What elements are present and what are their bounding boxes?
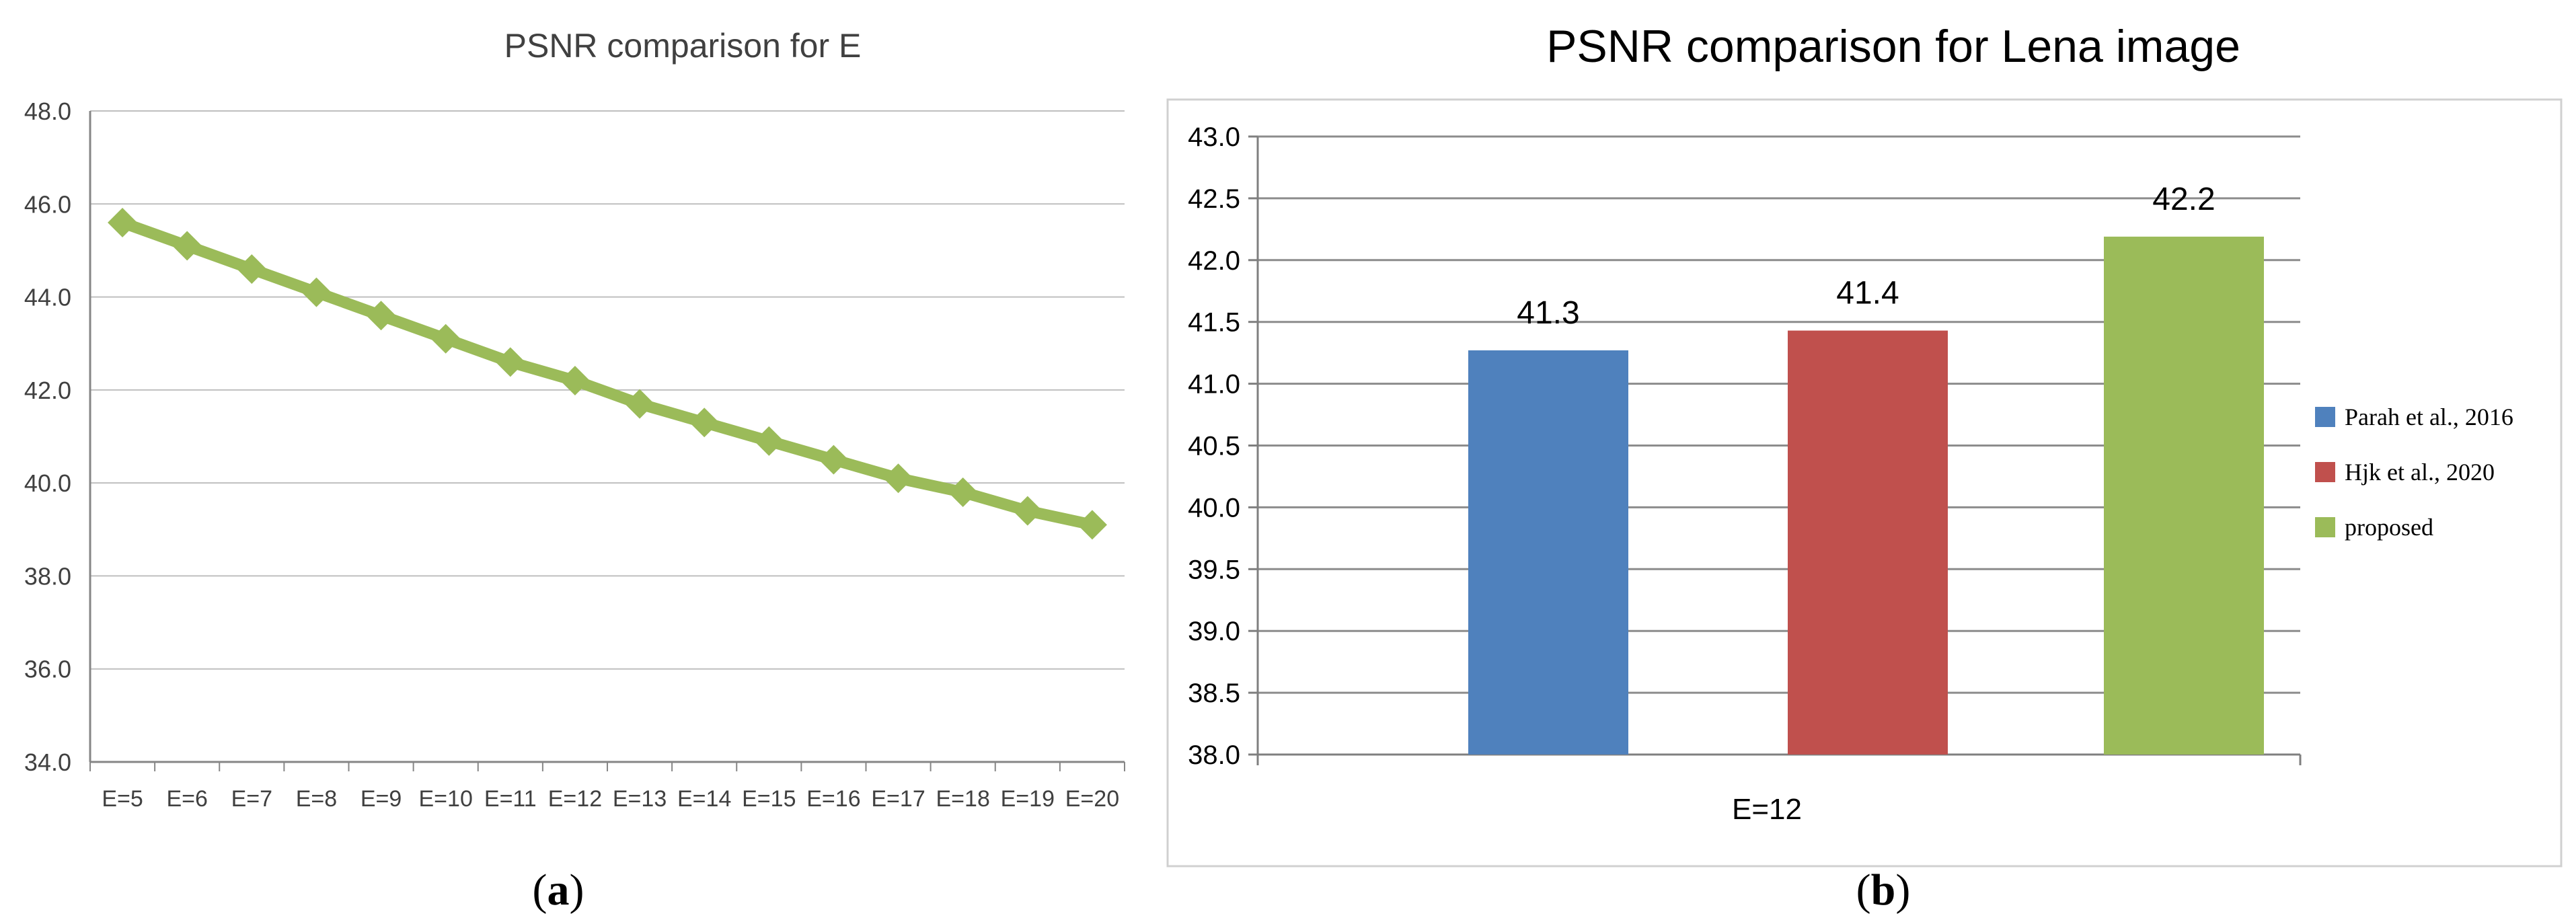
chart-a-x-tick-label: E=19 xyxy=(1001,786,1055,812)
chart-a-data-point xyxy=(301,277,332,307)
chart-b-y-tick-label: 41.5 xyxy=(1188,308,1240,338)
chart-a-y-tick-label: 44.0 xyxy=(24,284,71,311)
chart-a-data-point xyxy=(1012,496,1043,526)
chart-a-data-point xyxy=(495,347,525,377)
chart-a-data-point xyxy=(754,426,784,456)
chart-b-y-tick-label: 43.0 xyxy=(1188,122,1240,152)
chart-b-bar xyxy=(2104,236,2264,755)
chart-a-data-point xyxy=(430,323,461,354)
chart-a-data-point xyxy=(366,301,396,331)
chart-a-x-tick-label: E=20 xyxy=(1065,786,1119,812)
chart-a-data-point xyxy=(560,366,590,396)
chart-a-data-point xyxy=(172,231,202,261)
chart-a-x-tick-label: E=6 xyxy=(166,786,207,812)
chart-a-x-tick-label: E=10 xyxy=(419,786,473,812)
chart-b-bars xyxy=(1468,236,2264,755)
chart-b-y-tick-label: 41.0 xyxy=(1188,370,1240,399)
chart-b-y-tick-labels: 38.0 38.5 39.0 39.5 40.0 40.5 41.0 41.5 42.0 42.5… xyxy=(1188,122,1240,770)
chart-b-caption: (b) xyxy=(1856,865,1911,915)
chart-a-x-tick-label: E=17 xyxy=(871,786,925,812)
chart-a-x-tick-label: E=14 xyxy=(677,786,731,812)
chart-b-legend-label: Hjk et al., 2020 xyxy=(2345,459,2495,486)
chart-b-x-category-label: E=12 xyxy=(1732,793,1802,826)
chart-a-data-point xyxy=(237,254,267,284)
chart-b-bar xyxy=(1468,350,1628,755)
chart-a-caption: (a) xyxy=(533,865,584,915)
chart-b-y-tick-label: 42.5 xyxy=(1188,184,1240,214)
chart-b-legend-swatch xyxy=(2315,407,2335,427)
chart-a-y-tick-label: 42.0 xyxy=(24,377,71,404)
chart-a-x-tick-label: E=11 xyxy=(484,786,537,812)
chart-b-y-tick-label: 40.5 xyxy=(1188,432,1240,461)
chart-a-line xyxy=(116,217,1098,531)
chart-b-data-labels: 41.3 41.4 42.2 xyxy=(1517,182,2215,331)
chart-b-legend-swatch xyxy=(2315,517,2335,537)
panel-a-line-chart: PSNR comparison for E 34.0 36.0 38.0 40.0 42… xyxy=(24,27,1125,915)
chart-a-y-tick-label: 38.0 xyxy=(24,562,71,590)
chart-a-data-point xyxy=(1077,510,1107,540)
chart-a-y-tick-label: 48.0 xyxy=(24,98,71,125)
chart-b-bar xyxy=(1788,330,1948,755)
chart-b-data-label: 41.3 xyxy=(1517,295,1579,331)
chart-b-y-tick-label: 42.0 xyxy=(1188,246,1240,276)
chart-a-data-point xyxy=(689,408,720,438)
chart-a-y-tick-label: 34.0 xyxy=(24,748,71,776)
chart-a-data-point xyxy=(625,389,655,419)
chart-b-y-tick-label: 39.5 xyxy=(1188,555,1240,584)
chart-a-x-tick-label: E=8 xyxy=(296,786,337,812)
chart-a-data-point xyxy=(108,207,138,237)
chart-b-y-tick-label: 38.0 xyxy=(1188,740,1240,770)
chart-a-y-tick-labels: 34.0 36.0 38.0 40.0 42.0 44.0 46.0 48.0 xyxy=(24,98,71,776)
chart-a-gridlines xyxy=(89,110,1125,771)
chart-a-x-tick-labels: E=5 E=6 E=7 E=8 E=9 E=10 E=11 E=12 E=13 E=14 E=15 E… xyxy=(102,786,1119,812)
chart-b-data-label: 42.2 xyxy=(2152,182,2215,217)
panel-b-bar-chart: PSNR comparison for Lena image 38.038.53… xyxy=(1166,21,2563,915)
chart-a-x-tick-label: E=7 xyxy=(231,786,272,812)
chart-b-title: PSNR comparison for Lena image xyxy=(1546,21,2240,72)
chart-a-data-point xyxy=(948,477,978,507)
chart-b-legend-label: proposed xyxy=(2345,514,2433,541)
chart-a-series-line xyxy=(116,217,1098,531)
chart-a-title: PSNR comparison for E xyxy=(504,27,862,65)
chart-a-x-tick-label: E=12 xyxy=(548,786,602,812)
chart-a-x-tick-label: E=16 xyxy=(806,786,860,812)
chart-a-data-points xyxy=(108,207,1107,540)
chart-a-x-tick-label: E=9 xyxy=(361,786,402,812)
chart-a-y-tick-label: 46.0 xyxy=(24,190,71,218)
chart-a-x-tick-label: E=13 xyxy=(613,786,667,812)
chart-b-legend-label: Parah et al., 2016 xyxy=(2345,403,2513,430)
chart-a-x-tick-label: E=15 xyxy=(742,786,796,812)
chart-b-legend: Parah et al., 2016 Hjk et al., 2020 propos… xyxy=(2315,403,2513,541)
chart-a-data-point xyxy=(883,463,913,494)
chart-b-border xyxy=(1166,98,2563,868)
chart-b-legend-swatch xyxy=(2315,462,2335,482)
chart-a-x-tick-label: E=5 xyxy=(102,786,143,812)
chart-a-data-point xyxy=(819,445,849,475)
chart-b-y-tick-label: 40.0 xyxy=(1188,493,1240,523)
chart-b-y-tick-label: 38.5 xyxy=(1188,679,1240,708)
chart-a-y-tick-label: 40.0 xyxy=(24,469,71,497)
chart-b-y-tick-label: 39.0 xyxy=(1188,617,1240,646)
chart-a-x-tick-label: E=18 xyxy=(936,786,990,812)
chart-a-y-tick-label: 36.0 xyxy=(24,656,71,683)
chart-b-data-label: 41.4 xyxy=(1836,276,1899,311)
